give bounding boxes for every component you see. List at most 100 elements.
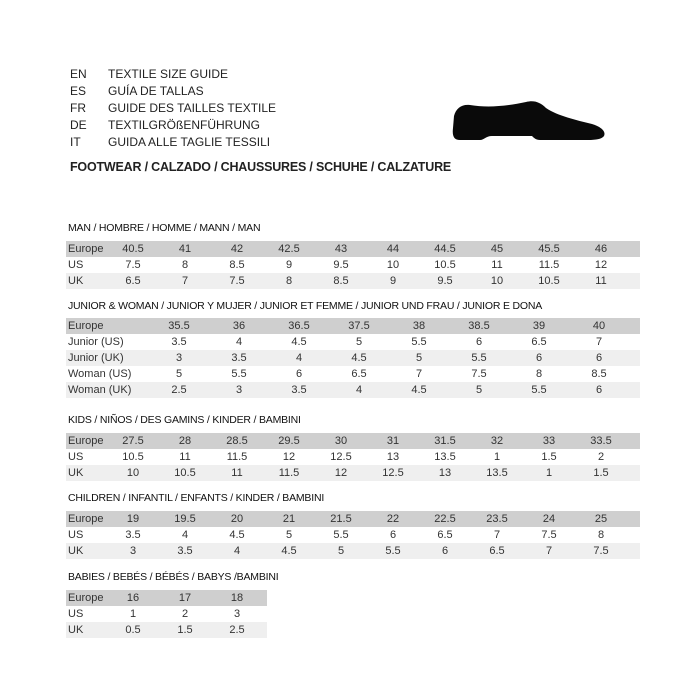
size-cell: 45.5 [538, 243, 560, 255]
row-label: US [68, 259, 84, 271]
size-cell: 3.5 [291, 384, 307, 396]
size-cell: 9.5 [333, 259, 349, 271]
size-cell: 40.5 [122, 243, 144, 255]
size-cell: 5.5 [411, 336, 427, 348]
size-cell: 33.5 [590, 435, 612, 447]
size-cell: 5 [355, 336, 363, 348]
language-title: GUIDE DES TAILLES TEXTILE [108, 101, 277, 115]
size-cell: 35.5 [168, 320, 190, 332]
language-title: TEXTILGRÖßENFÜHRUNG [108, 118, 261, 132]
size-cell: 22.5 [434, 513, 456, 525]
size-cell: 4 [235, 336, 243, 348]
spacer-cell [627, 511, 640, 527]
table-row: Woman (US) 5 5.5 6 6.5 7 7.5 8 8.5 [66, 366, 640, 382]
size-cell: 19 [126, 513, 140, 525]
size-cell: 5.5 [333, 529, 349, 541]
table-row: Europe 35.5 36 36.5 37.5 38 38.5 39 40 [66, 318, 640, 334]
spacer-cell [627, 273, 640, 289]
size-cell: 5.5 [471, 352, 487, 364]
size-cell: 28 [178, 435, 192, 447]
size-cell: 1 [545, 467, 553, 479]
spacer-cell [627, 241, 640, 257]
row-label: Woman (UK) [68, 384, 132, 396]
spacer-cell [629, 334, 640, 350]
size-cell: 17 [178, 592, 192, 604]
size-cell: 5 [475, 384, 483, 396]
size-cell: 38 [412, 320, 426, 332]
table-row: Europe 19 19.5 20 21 21.5 22 22.5 23.5 24 25 [66, 511, 640, 527]
row-label: UK [68, 467, 84, 479]
size-cell: 8.5 [229, 259, 245, 271]
size-cell: 38.5 [468, 320, 490, 332]
size-cell: 7 [181, 275, 189, 287]
size-cell: 46 [594, 243, 608, 255]
size-cell: 29.5 [278, 435, 300, 447]
size-cell: 8 [181, 259, 189, 271]
row-label: US [68, 529, 84, 541]
size-cell: 6 [535, 352, 543, 364]
table-row: UK 10 10.5 11 11.5 12 12.5 13 13.5 1 1.5 [66, 465, 640, 481]
size-cell: 4 [295, 352, 303, 364]
language-code: DE [70, 118, 87, 132]
language-title: GUÍA DE TALLAS [108, 84, 204, 98]
spacer-cell [627, 433, 640, 449]
size-cell: 3.5 [125, 529, 141, 541]
table-row: US 7.5 8 8.5 9 9.5 10 10.5 11 11.5 12 [66, 257, 640, 273]
size-cell: 1.5 [177, 624, 193, 636]
language-line: ES GUÍA DE TALLAS [70, 83, 204, 100]
size-cell: 11.5 [538, 259, 560, 271]
language-line: DE TEXTILGRÖßENFÜHRUNG [70, 117, 260, 134]
spacer-cell [263, 606, 267, 622]
spacer-cell [627, 465, 640, 481]
spacer-cell [627, 257, 640, 273]
size-cell: 2.5 [229, 624, 245, 636]
language-line: EN TEXTILE SIZE GUIDE [70, 66, 228, 83]
size-cell: 10.5 [174, 467, 196, 479]
size-cell: 11.5 [226, 451, 248, 463]
size-cell: 42.5 [278, 243, 300, 255]
size-cell: 31.5 [434, 435, 456, 447]
size-cell: 12.5 [330, 451, 352, 463]
size-cell: 20 [230, 513, 244, 525]
size-cell: 5.5 [231, 368, 247, 380]
size-cell: 2 [597, 451, 605, 463]
size-cell: 37.5 [348, 320, 370, 332]
size-cell: 4 [233, 545, 241, 557]
row-label: Europe [68, 513, 104, 525]
size-table: Europe 40.5 41 42 42.5 43 44 44.5 45 45.5 46 US 7.5 8… [66, 241, 640, 289]
size-cell: 6 [441, 545, 449, 557]
size-cell: 3 [233, 608, 241, 620]
row-label: Europe [68, 320, 104, 332]
size-cell: 21.5 [330, 513, 352, 525]
spacer-cell [627, 543, 640, 559]
size-cell: 6.5 [489, 545, 505, 557]
size-cell: 3.5 [171, 336, 187, 348]
size-table: Europe 19 19.5 20 21 21.5 22 22.5 23.5 24 25 US 3.5 4… [66, 511, 640, 559]
table-row: UK 3 3.5 4 4.5 5 5.5 6 6.5 7 7.5 [66, 543, 640, 559]
size-cell: 25 [594, 513, 608, 525]
size-cell: 5.5 [385, 545, 401, 557]
size-cell: 18 [230, 592, 244, 604]
table-row: Europe 27.5 28 28.5 29.5 30 31 31.5 32 33 33.5 [66, 433, 640, 449]
spacer-cell [627, 449, 640, 465]
size-cell: 11 [231, 467, 243, 479]
row-label: Europe [68, 592, 104, 604]
table-row: Europe 16 17 18 [66, 590, 267, 606]
size-cell: 11 [179, 451, 191, 463]
size-cell: 1.5 [593, 467, 609, 479]
size-cell: 10.5 [122, 451, 144, 463]
size-cell: 36.5 [288, 320, 310, 332]
size-cell: 2 [181, 608, 189, 620]
size-cell: 12.5 [382, 467, 404, 479]
size-cell: 1.5 [541, 451, 557, 463]
size-cell: 6.5 [531, 336, 547, 348]
size-cell: 10 [386, 259, 400, 271]
size-cell: 11.5 [278, 467, 300, 479]
size-cell: 41 [178, 243, 192, 255]
size-cell: 24 [542, 513, 556, 525]
section-title: JUNIOR & WOMAN / JUNIOR Y MUJER / JUNIOR… [68, 300, 543, 312]
size-table: Europe 27.5 28 28.5 29.5 30 31 31.5 32 33 33.5 US 10… [66, 433, 640, 481]
size-cell: 4.5 [229, 529, 245, 541]
size-cell: 5.5 [531, 384, 547, 396]
size-cell: 6 [595, 384, 603, 396]
